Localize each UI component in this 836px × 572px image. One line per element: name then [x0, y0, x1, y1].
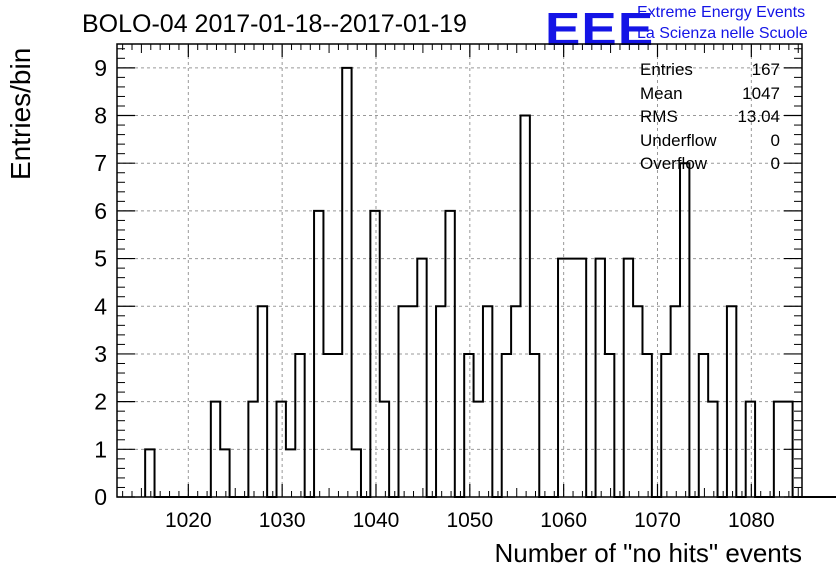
stats-row-overflow: Overflow 0	[640, 154, 780, 178]
histogram-bin	[145, 449, 154, 497]
stats-row-entries: Entries 167	[640, 60, 780, 84]
histogram-bin	[220, 449, 229, 497]
chart-title: BOLO-04 2017-01-18--2017-01-19	[82, 10, 467, 38]
histogram-bin	[558, 259, 567, 497]
x-tick-label: 1080	[728, 509, 775, 532]
stats-label: Mean	[640, 83, 683, 103]
y-tick-label: 5	[94, 246, 107, 272]
stats-label: Underflow	[640, 130, 717, 150]
x-tick-label: 1040	[353, 509, 400, 532]
histogram-bin	[295, 354, 304, 497]
x-tick-label: 1050	[446, 509, 493, 532]
histogram-bin	[624, 259, 633, 497]
y-tick-label: 3	[94, 341, 107, 367]
x-axis-label: Number of "no hits" events	[494, 538, 803, 568]
histogram-bin	[323, 354, 332, 497]
y-axis-label: Entries/bin	[5, 47, 36, 180]
histogram-bin	[661, 354, 670, 497]
histogram-bin	[333, 354, 342, 497]
y-tick-label: 2	[94, 389, 107, 415]
stats-row-rms: RMS 13.04	[640, 107, 780, 131]
stats-value: 1047	[742, 83, 780, 103]
histogram-bin	[680, 163, 689, 497]
histogram-bin	[530, 354, 539, 497]
stats-label: RMS	[640, 107, 678, 126]
tick-labels: 1020 1030 1040 1050 1060 1070 1080 0 1 2 3 4 5 6 7 8 9	[94, 55, 774, 532]
y-tick-label: 8	[94, 103, 107, 129]
histogram-bin	[417, 259, 426, 497]
histogram-bin	[342, 68, 351, 497]
histogram-bin	[596, 259, 605, 497]
y-tick-label: 9	[94, 55, 107, 81]
histogram-bin	[642, 354, 651, 497]
logo-line-2: La Scienza nelle Scuole	[637, 25, 808, 42]
stats-value: 0	[770, 154, 780, 173]
y-tick-label: 1	[94, 436, 107, 462]
eee-logo: EEE	[545, 3, 655, 55]
histogram-bin	[286, 449, 295, 497]
histogram-bin	[464, 354, 473, 497]
histogram-bin	[352, 449, 361, 497]
x-tick-label: 1020	[165, 509, 212, 532]
stats-value: 13.04	[737, 107, 780, 126]
stats-label: Overflow	[640, 154, 708, 173]
histogram-outline	[144, 66, 836, 498]
stats-row-underflow: Underflow 0	[640, 131, 780, 155]
axis-ticks	[117, 44, 802, 498]
y-tick-label: 0	[94, 484, 107, 510]
histogram-bin	[502, 354, 511, 497]
histogram-bin	[605, 354, 614, 497]
stats-value: 0	[770, 130, 780, 150]
histogram-bin	[699, 354, 708, 497]
stats-value: 167	[751, 60, 780, 79]
x-tick-label: 1070	[634, 509, 681, 532]
x-tick-label: 1030	[259, 509, 306, 532]
y-tick-label: 6	[94, 198, 107, 224]
histogram-bin	[577, 259, 586, 497]
stats-box: Entries 167 Mean 1047 RMS 13.04 Underflow 0 …	[640, 60, 780, 178]
x-tick-label: 1060	[540, 509, 587, 532]
stats-label: Entries	[640, 60, 693, 79]
stats-row-mean: Mean 1047	[640, 84, 780, 108]
y-tick-label: 4	[94, 293, 107, 319]
y-tick-label: 7	[94, 150, 107, 176]
histogram-bin	[567, 259, 576, 497]
logo-line-1: Extreme Energy Events	[637, 4, 806, 21]
